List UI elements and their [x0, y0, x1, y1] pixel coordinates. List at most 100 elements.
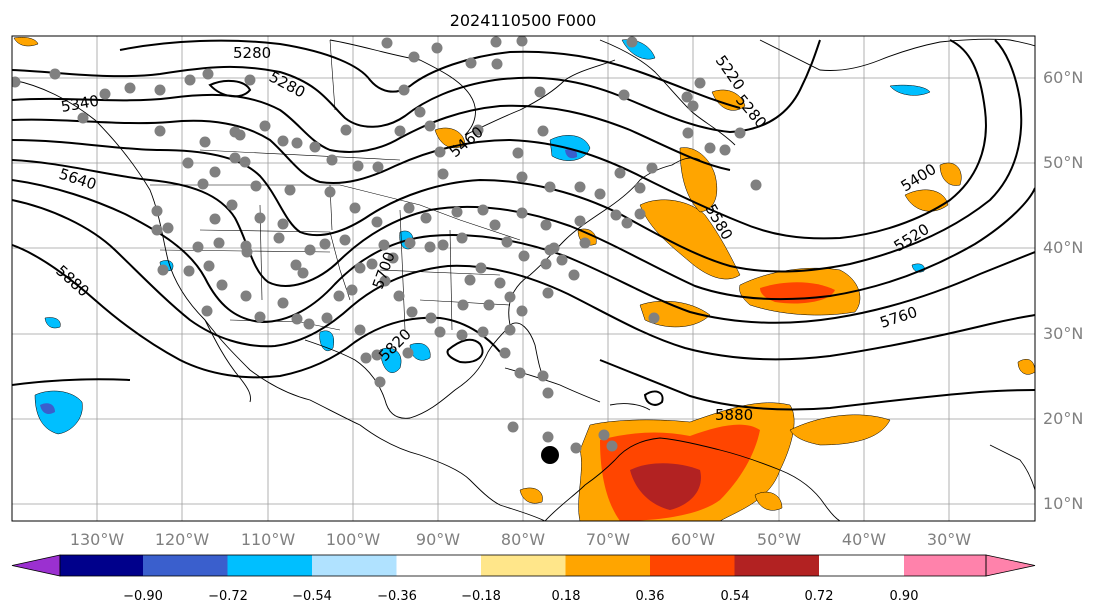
station-dot [162, 222, 174, 234]
station-dot [404, 237, 416, 249]
map-panel: 5280 5280 5220 5280 5340 5460 5640 5880 … [11, 35, 1036, 522]
station-dot [457, 299, 469, 311]
station-dot [537, 125, 549, 137]
station-dot [297, 267, 309, 279]
station-dot [49, 68, 61, 80]
station-dot [598, 429, 610, 441]
station-dot [694, 77, 706, 89]
station-dot [544, 181, 556, 193]
station-dot [610, 209, 622, 221]
station-dot [489, 219, 501, 231]
station-dot [704, 142, 716, 154]
station-dot [504, 291, 516, 303]
longitude-labels: 130°W 120°W 110°W 100°W 90°W 80°W 70°W 6… [70, 530, 971, 549]
station-dot [534, 86, 546, 98]
longitude-label: 130°W [70, 530, 125, 549]
station-dot [259, 120, 271, 132]
station-dot [634, 208, 646, 220]
colorbar-segment [227, 555, 312, 576]
station-dot [209, 166, 221, 178]
station-dot [346, 284, 358, 296]
station-dot [77, 112, 89, 124]
map-background [12, 36, 1035, 521]
colorbar-segment [650, 555, 735, 576]
map-title: 2024110500 F000 [450, 11, 597, 30]
station-dot [354, 262, 366, 274]
longitude-label: 60°W [671, 530, 715, 549]
station-dot [12, 76, 21, 88]
station-dot [209, 213, 221, 225]
station-dot [542, 287, 554, 299]
colorbar-tick-label: −0.18 [461, 589, 501, 604]
longitude-label: 30°W [927, 530, 971, 549]
latitude-label: 20°N [1043, 409, 1083, 428]
station-dot [381, 37, 393, 49]
station-dot [570, 442, 582, 454]
colorbar-tick-label: 0.90 [890, 589, 919, 604]
station-dot [184, 74, 196, 86]
station-dot [284, 184, 296, 196]
colorbar-tick-label: −0.72 [208, 589, 248, 604]
colorbar-tick-label: −0.36 [377, 589, 417, 604]
station-dot [504, 324, 516, 336]
station-dot [483, 299, 495, 311]
station-dot [648, 312, 660, 324]
station-dot [456, 232, 468, 244]
station-dot [516, 171, 528, 183]
station-dot [290, 259, 302, 271]
station-dot [371, 216, 383, 228]
station-dot [291, 313, 303, 325]
station-dot [568, 269, 580, 281]
station-dot [277, 297, 289, 309]
station-dot [291, 137, 303, 149]
station-dot [277, 218, 289, 230]
station-dot [303, 318, 315, 330]
longitude-label: 120°W [155, 530, 210, 549]
colorbar-tick-label: 0.18 [552, 589, 581, 604]
longitude-label: 80°W [501, 530, 545, 549]
longitude-label: 50°W [757, 530, 801, 549]
station-dot [451, 206, 463, 218]
station-dot [352, 160, 364, 172]
graticule [12, 36, 1035, 521]
station-markers [12, 36, 762, 454]
station-dot [234, 129, 246, 141]
station-dot [333, 290, 345, 302]
station-dot [398, 84, 410, 96]
station-dot [594, 188, 606, 200]
station-dot [216, 279, 228, 291]
station-dot [472, 124, 484, 136]
station-dot [240, 290, 252, 302]
station-dot [437, 239, 449, 251]
station-dot [542, 431, 554, 443]
station-dot [250, 180, 262, 192]
station-dot [319, 238, 331, 250]
station-dot [254, 311, 266, 323]
station-dot [394, 125, 406, 137]
colorbar-segments [11, 554, 1036, 577]
station-dot [197, 178, 209, 190]
colorbar-segment [396, 555, 481, 576]
longitude-label: 40°W [842, 530, 886, 549]
station-dot [477, 204, 489, 216]
station-dot [339, 234, 351, 246]
station-dot [750, 179, 762, 191]
station-dot [154, 125, 166, 137]
station-dot [321, 312, 333, 324]
station-dot [324, 186, 336, 198]
station-dot [372, 161, 384, 173]
station-dot [574, 215, 586, 227]
station-dot [201, 305, 213, 317]
colorbar-extend-low [11, 554, 61, 577]
station-dot [477, 326, 489, 338]
station-dot [518, 250, 530, 262]
station-dot [542, 387, 554, 399]
colorbar-extend-high [985, 554, 1036, 577]
station-dot [241, 246, 253, 258]
station-dot [199, 136, 211, 148]
station-dot [614, 167, 626, 179]
positive-shading [13, 37, 1035, 521]
station-dot [512, 147, 524, 159]
map-frame [11, 35, 1036, 522]
